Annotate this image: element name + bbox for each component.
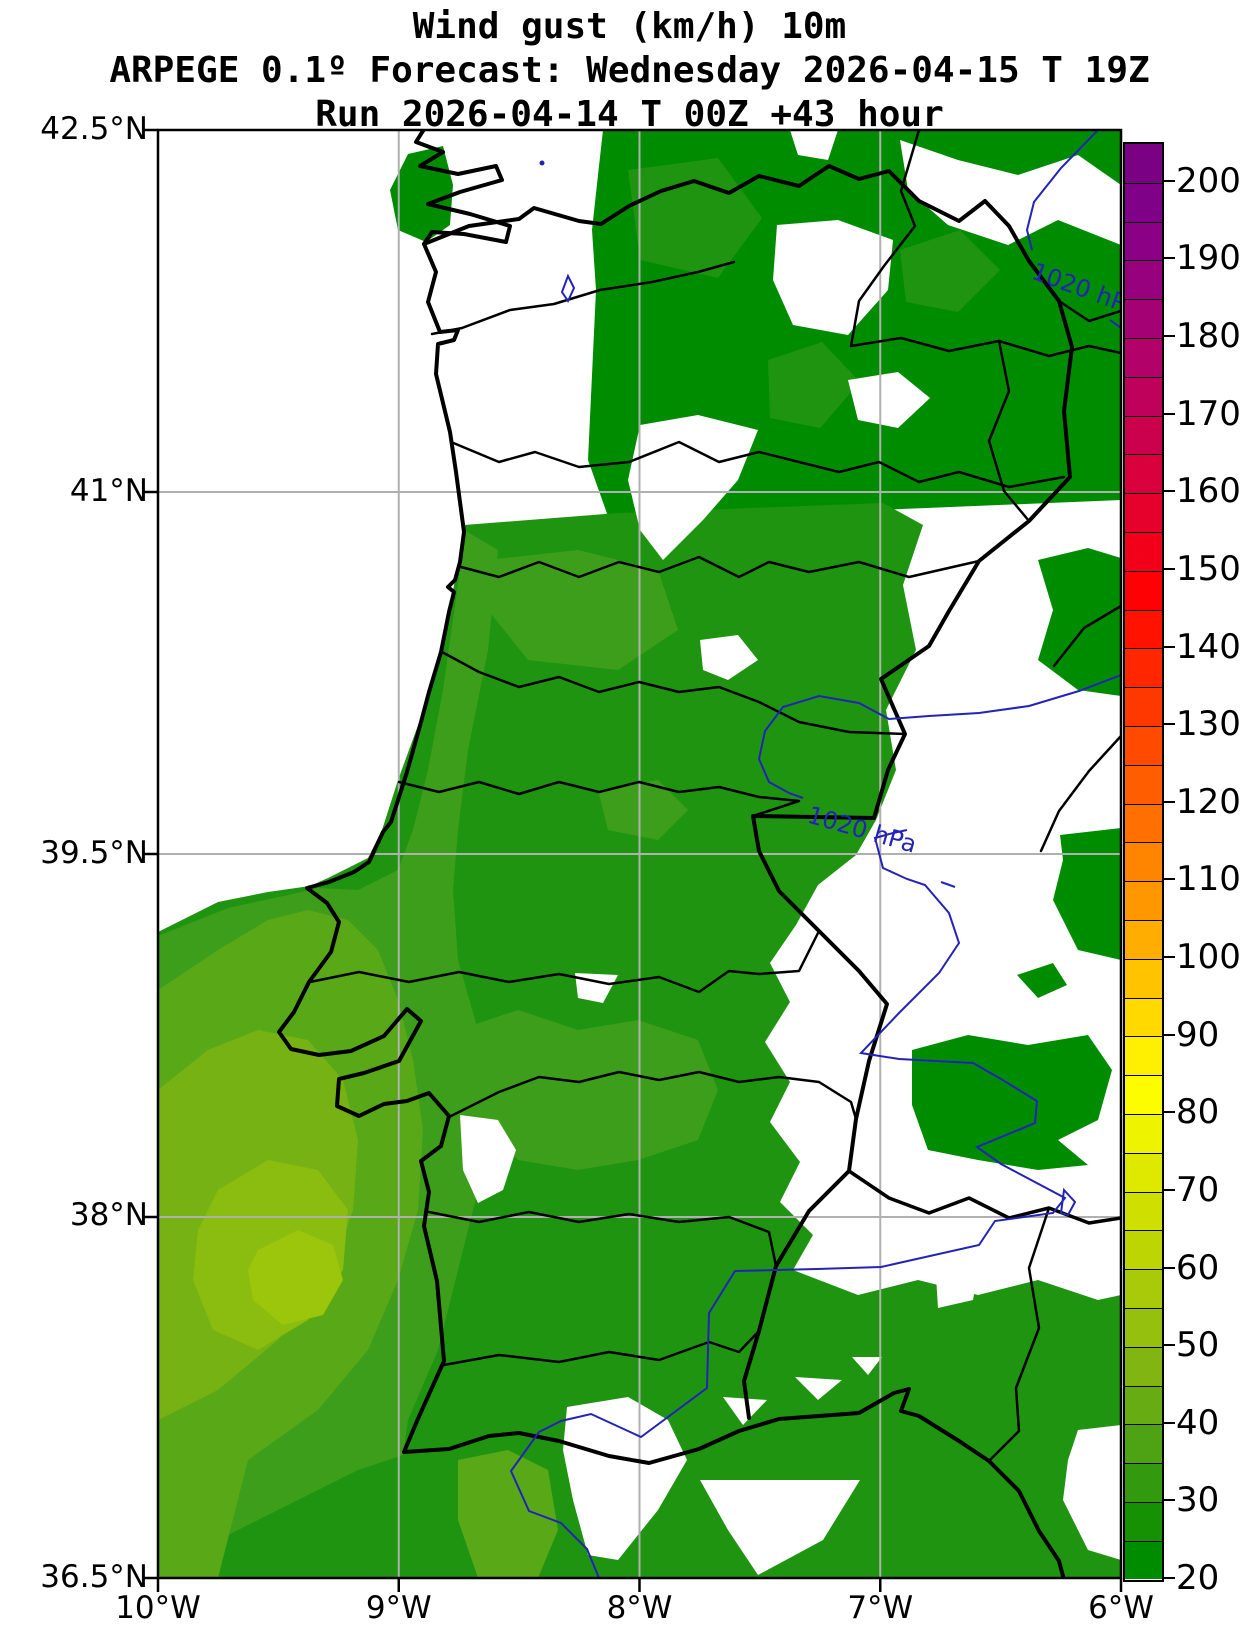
lon-tick-label: 10°W (115, 1590, 201, 1626)
colorbar-segment (1125, 493, 1162, 532)
colorbar-segment (1125, 531, 1162, 571)
colorbar-segment (1125, 1540, 1162, 1580)
colorbar-segment (1125, 803, 1162, 843)
lat-tick-label: 41°N (69, 473, 148, 509)
colorbar-segment (1125, 260, 1162, 300)
colorbar-tick-label: 90 (1176, 1014, 1220, 1055)
colorbar-segment (1125, 1501, 1162, 1541)
colorbar-segment (1125, 1424, 1162, 1464)
gust-field-lighter (158, 158, 1000, 1578)
lat-tick-label: 42.5°N (40, 111, 148, 147)
colorbar-tick (1162, 490, 1175, 493)
colorbar-tick-label: 50 (1176, 1325, 1220, 1366)
colorbar-segment (1125, 1113, 1162, 1153)
colorbar-tick (1162, 1111, 1175, 1114)
colorbar-tick-label: 70 (1176, 1169, 1220, 1210)
colorbar-tick-label: 150 (1176, 548, 1241, 589)
colorbar-tick (1162, 645, 1175, 648)
calm-holes (460, 130, 1121, 1575)
colorbar-segment (1125, 1385, 1162, 1425)
colorbar-tick (1162, 1266, 1175, 1269)
colorbar-segment (1125, 958, 1162, 998)
colorbar-segment (1125, 337, 1162, 377)
coastline (277, 130, 1066, 1578)
colorbar-tick (1162, 257, 1175, 260)
colorbar-tick (1162, 1344, 1175, 1347)
colorbar-segment (1125, 842, 1162, 882)
colorbar-segment (1125, 570, 1162, 610)
colorbar-tick (1162, 1499, 1175, 1502)
colorbar-tick-label: 120 (1176, 781, 1241, 822)
colorbar-tick (1162, 1188, 1175, 1191)
colorbar-tick (1162, 1421, 1175, 1424)
colorbar-segment (1125, 648, 1162, 688)
colorbar-tick-label: 180 (1176, 316, 1241, 357)
colorbar-segment (1125, 1346, 1162, 1386)
lat-tick-label: 38°N (69, 1197, 148, 1233)
map-layers: 1020 hPa 1020 hP (158, 130, 1121, 1578)
colorbar-tick-label: 20 (1176, 1558, 1220, 1598)
colorbar-tick-label: 130 (1176, 704, 1241, 745)
colorbar-segment (1125, 182, 1162, 222)
colorbar-segment (1125, 1269, 1162, 1308)
colorbar-tick-label: 170 (1176, 393, 1241, 434)
colorbar-segment (1125, 221, 1162, 261)
colorbar-tick-label: 110 (1176, 859, 1241, 900)
colorbar-tick (1162, 723, 1175, 726)
lon-tick-label: 8°W (606, 1590, 673, 1626)
colorbar-tick (1162, 1577, 1175, 1579)
lon-tick-label: 6°W (1088, 1590, 1154, 1626)
colorbar-tick (1162, 335, 1175, 338)
colorbar-segment (1125, 1152, 1162, 1192)
colorbar-segment (1125, 299, 1162, 338)
colorbar-tick-label: 60 (1176, 1247, 1220, 1288)
lat-tick-label: 36.5°N (40, 1559, 148, 1595)
colorbar-tick (1162, 800, 1175, 803)
colorbar-tick (1162, 412, 1175, 415)
colorbar-tick-label: 30 (1176, 1480, 1220, 1521)
colorbar-tick-label: 80 (1176, 1092, 1220, 1133)
isobar-lines (509, 130, 1121, 1578)
lat-tick-label: 39.5°N (40, 835, 148, 871)
colorbar-tick-label: 200 (1176, 160, 1241, 201)
coastline-borders (277, 130, 1121, 1578)
colorbar-tick (1162, 179, 1175, 182)
colorbar-segment (1125, 454, 1162, 494)
colorbar-segment (1125, 144, 1162, 183)
colorbar-segment (1125, 881, 1162, 920)
map-title: Wind gust (km/h) 10m (412, 6, 847, 47)
colorbar-tick-label: 40 (1176, 1402, 1220, 1443)
forecast-map-canvas: 1020 hPa 1020 hP (144, 128, 1123, 1592)
colorbar-tick-label: 140 (1176, 626, 1241, 667)
colorbar-segment (1125, 725, 1162, 765)
colorbar-segment (1125, 687, 1162, 726)
lon-tick-label: 9°W (365, 1590, 432, 1626)
national-border (422, 164, 1074, 1420)
colorbar-segment (1125, 415, 1162, 455)
map-subtitle: ARPEGE 0.1º Forecast: Wednesday 2026-04-… (109, 50, 1150, 91)
colorbar-tick (1162, 1033, 1175, 1036)
colorbar-segment (1125, 1075, 1162, 1114)
colorbar-tick (1162, 956, 1175, 959)
colorbar-segment (1125, 1307, 1162, 1347)
colorbar-segment (1125, 609, 1162, 649)
axis-ticks (144, 128, 1123, 1592)
colorbar-tick (1162, 567, 1175, 570)
colorbar-segment (1125, 1463, 1162, 1502)
colorbar-tick-label: 190 (1176, 238, 1241, 279)
map-run-info: Run 2026-04-14 T 00Z +43 hour (315, 94, 944, 135)
colorbar-segment (1125, 376, 1162, 416)
colorbar-segment (1125, 1191, 1162, 1231)
colorbar-segment (1125, 1036, 1162, 1076)
colorbar-tick (1162, 878, 1175, 881)
gust-colorbar (1123, 142, 1164, 1582)
colorbar-tick-label: 100 (1176, 937, 1241, 978)
lon-tick-label: 7°W (847, 1590, 914, 1626)
colorbar-segment (1125, 919, 1162, 959)
colorbar-segment (1125, 1230, 1162, 1270)
colorbar-segment (1125, 764, 1162, 804)
colorbar-segment (1125, 997, 1162, 1037)
colorbar-tick-label: 160 (1176, 471, 1241, 512)
